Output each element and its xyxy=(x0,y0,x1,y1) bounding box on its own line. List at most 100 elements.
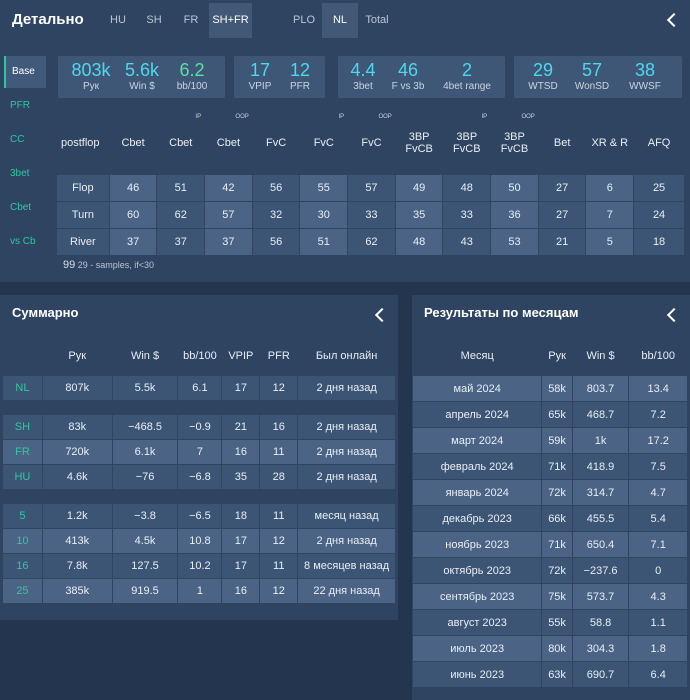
tab-plo[interactable]: PLO xyxy=(292,14,315,26)
months-cell: 1.1 xyxy=(628,609,688,636)
sidenav-3bet[interactable]: 3bet xyxy=(10,168,30,179)
tab-total[interactable]: Total xyxy=(365,14,389,26)
months-cell: 314.7 xyxy=(571,479,630,506)
summary-cell: −6.5 xyxy=(177,503,223,529)
summary-header-cell: bb/100 xyxy=(177,335,223,376)
months-row[interactable]: октябрь 2023 72k −237.6 0 xyxy=(411,557,688,584)
summary-row[interactable]: 10 413k 4.5k 10.8 17 12 2 дня назад xyxy=(2,528,396,554)
postflop-header-position: IP xyxy=(338,114,345,120)
months-cell: 17.2 xyxy=(628,427,688,454)
postflop-cell: 56 xyxy=(251,174,301,202)
summary-row[interactable]: FR 720k 6.1k 7 16 11 2 дня назад xyxy=(2,439,396,465)
sidenav-base[interactable]: Base xyxy=(4,56,46,88)
postflop-header-label: FvC xyxy=(313,136,334,149)
months-row[interactable]: сентябрь 2023 75k 573.7 4.3 xyxy=(411,583,688,610)
summary-cell: 7.8k xyxy=(41,553,113,579)
months-cell: июнь 2023 xyxy=(411,661,543,688)
summary-cell: 10.2 xyxy=(177,553,223,579)
postflop-header-label: Cbet xyxy=(169,136,193,149)
tab-fr[interactable]: FR xyxy=(183,14,199,26)
tab-hu[interactable]: HU xyxy=(110,14,126,26)
months-cell: март 2024 xyxy=(411,427,543,454)
summary-cell: 413k xyxy=(41,528,113,554)
months-row[interactable]: июль 2023 80k 304.3 1.8 xyxy=(411,635,688,662)
months-cell: сентябрь 2023 xyxy=(411,583,543,610)
months-row[interactable]: август 2023 55k 58.8 1.1 xyxy=(411,609,688,636)
months-row[interactable]: январь 2024 72k 314.7 4.7 xyxy=(411,479,688,506)
stat-box-3bet: 4.4 3bet 46 F vs 3b 2 4bet range xyxy=(338,56,505,98)
summary-header-cell: Win $ xyxy=(111,335,179,376)
summary-cell: 16 xyxy=(259,414,299,440)
months-row[interactable]: ноябрь 2023 71k 650.4 7.1 xyxy=(411,531,688,558)
summary-row[interactable]: HU 4.6k −76 −6.8 35 28 2 дня назад xyxy=(2,464,396,490)
summary-cell: 2 дня назад xyxy=(297,439,396,465)
months-cell: август 2023 xyxy=(411,609,543,636)
postflop-cell: 33 xyxy=(347,201,396,229)
summary-row[interactable]: 16 7.8k 127.5 10.2 17 11 8 месяцев назад xyxy=(2,553,396,579)
postflop-header-label: FvC xyxy=(266,136,287,149)
summary-cell: 12 xyxy=(259,375,299,401)
postflop-cell: 6 xyxy=(585,174,635,202)
months-cell: 7.1 xyxy=(628,531,688,558)
summary-cell: 12 xyxy=(259,528,299,554)
postflop-header-label: postflop xyxy=(61,136,100,149)
samples-note: 99 29 - samples, if<30 xyxy=(63,259,154,271)
months-cell: апрель 2024 xyxy=(411,401,543,428)
postflop-cell: 51 xyxy=(299,228,349,256)
postflop-row: Turn 60 62 57 32 30 33 35 33 36 27 7 24 xyxy=(56,201,685,229)
months-title: Результаты по месяцам xyxy=(424,305,579,320)
months-cell: 468.7 xyxy=(571,401,630,428)
tab-nl[interactable]: NL xyxy=(322,3,358,38)
postflop-header-label: 3BP FvCB xyxy=(500,130,529,155)
summary-gap-cell xyxy=(111,489,179,504)
sidenav-pfr[interactable]: PFR xyxy=(10,100,30,111)
postflop-cell: 56 xyxy=(251,228,301,256)
months-chevron-icon[interactable] xyxy=(664,307,680,323)
postflop-header-cell: Bet xyxy=(537,110,587,175)
stat-hands: 803k Рук xyxy=(71,60,111,92)
months-table: Месяц Рук Win $ bb/100 май 2024 58k 803.7 13.4 а… xyxy=(411,335,688,688)
months-row[interactable]: март 2024 59k 1k 17.2 xyxy=(411,427,688,454)
sidenav-vs-cb[interactable]: vs Cb xyxy=(10,236,36,247)
months-cell: 72k xyxy=(541,557,573,584)
months-cell: 65k xyxy=(541,401,573,428)
tab-sh[interactable]: SH xyxy=(146,14,162,26)
postflop-cell: 48 xyxy=(394,228,444,256)
summary-cell: 16 xyxy=(221,578,261,604)
summary-row[interactable]: 5 1.2k −3.8 −6.5 18 11 месяц назад xyxy=(2,503,396,529)
postflop-cell: 60 xyxy=(108,201,158,229)
months-cell: 455.5 xyxy=(571,505,630,532)
postflop-cell: 30 xyxy=(299,201,349,229)
summary-chevron-icon[interactable] xyxy=(372,307,388,323)
summary-cell: 28 xyxy=(259,464,299,490)
months-row[interactable]: апрель 2024 65k 468.7 7.2 xyxy=(411,401,688,428)
postflop-cell: 49 xyxy=(394,174,444,202)
postflop-header-cell: FvC xyxy=(251,110,301,175)
sidenav-cc[interactable]: CC xyxy=(10,134,25,145)
summary-row-key: FR xyxy=(2,439,43,465)
months-cell: 803.7 xyxy=(571,375,630,402)
summary-gap-cell xyxy=(177,400,223,415)
months-row[interactable]: декабрь 2023 66k 455.5 5.4 xyxy=(411,505,688,532)
stat-f-vs-3b: 46 F vs 3b xyxy=(391,60,425,92)
summary-row[interactable]: 25 385k 919.5 1 16 12 22 дня назад xyxy=(2,578,396,604)
months-cell: 58k xyxy=(541,375,573,402)
summary-cell: 6.1 xyxy=(177,375,223,401)
summary-header-cell: PFR xyxy=(259,335,299,376)
collapse-chevron-icon[interactable] xyxy=(664,12,680,28)
summary-header-cell: Был онлайн xyxy=(297,335,396,376)
summary-row[interactable]: NL 807k 5.5k 6.1 17 12 2 дня назад xyxy=(2,375,396,401)
postflop-header-position: OOP xyxy=(521,114,535,120)
summary-header-cell: VPIP xyxy=(221,335,261,376)
sidenav-cbet[interactable]: Cbet xyxy=(10,202,32,213)
stat-4bet-range: 2 4bet range xyxy=(443,60,491,92)
summary-row[interactable]: SH 83k −468.5 −0.9 21 16 2 дня назад xyxy=(2,414,396,440)
months-row[interactable]: июнь 2023 63k 690.7 6.4 xyxy=(411,661,688,688)
months-row[interactable]: май 2024 58k 803.7 13.4 xyxy=(411,375,688,402)
months-row[interactable]: февраль 2024 71k 418.9 7.5 xyxy=(411,453,688,480)
months-cell: 304.3 xyxy=(571,635,630,662)
tab-sh-fr[interactable]: SH+FR xyxy=(209,3,252,38)
months-header-cell: Рук xyxy=(541,335,573,376)
postflop-header-cell: FvC OOP xyxy=(347,110,396,175)
samples-note-value: 99 xyxy=(63,259,76,271)
